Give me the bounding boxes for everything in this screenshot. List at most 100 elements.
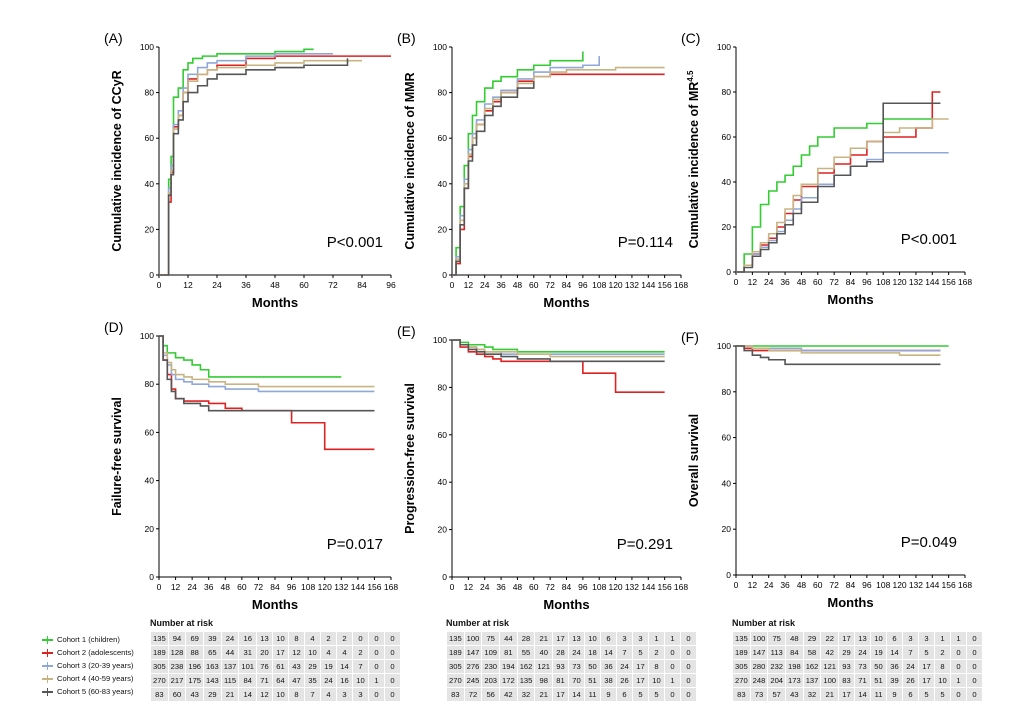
x-tick-label: 84 — [562, 582, 572, 592]
risk-cell: 0 — [665, 646, 681, 659]
x-tick-label: 12 — [464, 280, 474, 290]
x-axis-label: Months — [543, 295, 589, 310]
x-tick-label: 72 — [829, 277, 839, 287]
p-value: P<0.001 — [901, 231, 957, 248]
x-tick-label: 120 — [892, 277, 906, 287]
legend-swatch-icon — [42, 687, 53, 696]
risk-row: 305 276 230 194 162 121 93 73 50 36 24 17 8 0 0 — [447, 660, 697, 673]
risk-cell: 0 — [951, 646, 967, 659]
series-line — [159, 335, 375, 451]
risk-table-title: Number at risk — [732, 618, 796, 628]
risk-row: 270 248 204 173 137 100 83 71 51 39 26 17 10 1 0 — [733, 674, 983, 687]
x-tick-label: 0 — [157, 280, 162, 290]
x-tick-label: 84 — [846, 580, 856, 590]
x-tick-label: 144 — [925, 277, 939, 287]
series-line — [159, 53, 333, 276]
y-tick-label: 0 — [149, 572, 154, 582]
risk-cell: 7 — [305, 688, 321, 701]
risk-cell: 17 — [919, 660, 935, 673]
x-tick-label: 156 — [367, 582, 381, 592]
risk-cell: 10 — [305, 646, 321, 659]
risk-cell: 16 — [239, 632, 257, 645]
legend-item: Cohort 1 (children) — [42, 633, 134, 646]
risk-cell: 6 — [903, 688, 919, 701]
risk-cell: 189 — [733, 646, 750, 659]
x-tick-label: 168 — [958, 277, 972, 287]
risk-cell: 9 — [601, 688, 617, 701]
legend-label: Cohort 1 (children) — [57, 635, 120, 644]
risk-cell: 40 — [535, 646, 553, 659]
risk-cell: 14 — [887, 646, 903, 659]
p-value: P=0.114 — [618, 234, 673, 251]
x-tick-label: 48 — [797, 277, 807, 287]
x-tick-label: 12 — [171, 582, 181, 592]
x-tick-label: 144 — [925, 580, 939, 590]
risk-table-grid: 135 100 75 44 28 21 17 13 10 6 3 3 1 1 0 189 147 109 81 55 4… — [446, 631, 697, 702]
y-tick-label: 40 — [438, 477, 448, 487]
risk-cell: 0 — [951, 660, 967, 673]
x-tick-label: 24 — [187, 582, 197, 592]
y-axis-label: Cumulative incidence of MMR — [403, 72, 417, 249]
risk-cell: 0 — [369, 688, 385, 701]
y-tick-label: 0 — [149, 270, 154, 280]
risk-cell: 26 — [617, 674, 633, 687]
panel-label: (A) — [104, 30, 123, 46]
risk-cell: 0 — [385, 660, 401, 673]
risk-cell: 2 — [935, 646, 951, 659]
series-line — [159, 58, 349, 276]
y-tick-label: 20 — [722, 222, 732, 232]
risk-cell: 9 — [887, 688, 903, 701]
risk-cell: 76 — [257, 660, 273, 673]
risk-cell: 100 — [750, 632, 768, 645]
x-tick-label: 24 — [480, 280, 490, 290]
x-tick-label: 48 — [513, 280, 523, 290]
x-axis-label: Months — [252, 597, 298, 612]
risk-cell: 93 — [553, 660, 569, 673]
y-tick-label: 0 — [726, 570, 731, 580]
panel-label: (D) — [104, 319, 123, 335]
y-axis-label: Progression-free survival — [403, 383, 417, 534]
y-tick-label: 80 — [438, 382, 448, 392]
risk-cell: 21 — [821, 688, 839, 701]
x-tick-label: 84 — [357, 280, 367, 290]
y-tick-label: 60 — [722, 433, 732, 443]
risk-cell: 0 — [353, 632, 369, 645]
x-tick-label: 168 — [674, 582, 688, 592]
risk-cell: 6 — [617, 688, 633, 701]
y-tick-label: 60 — [438, 430, 448, 440]
x-tick-label: 144 — [641, 582, 655, 592]
risk-cell: 0 — [681, 632, 697, 645]
y-tick-label: 40 — [145, 179, 155, 189]
risk-row: 83 72 56 42 32 21 17 14 11 9 6 5 5 0 0 — [447, 688, 697, 701]
x-tick-label: 60 — [299, 280, 309, 290]
series-line — [159, 335, 375, 393]
risk-row: 83 60 43 29 21 14 12 10 8 7 4 3 3 0 0 — [151, 688, 401, 701]
risk-cell: 48 — [786, 632, 803, 645]
risk-cell: 26 — [903, 674, 919, 687]
risk-row: 270 217 175 143 115 84 71 64 47 35 24 16 10 1 0 — [151, 674, 401, 687]
risk-cell: 31 — [239, 646, 257, 659]
x-tick-label: 12 — [748, 277, 758, 287]
x-tick-label: 48 — [221, 582, 231, 592]
risk-table-grid: 135 100 75 48 29 22 17 13 10 6 3 3 1 1 0 189 147 113 84 58 4… — [732, 631, 983, 702]
y-tick-label: 40 — [438, 179, 448, 189]
risk-cell: 43 — [186, 688, 204, 701]
risk-cell: 14 — [855, 688, 871, 701]
panel-label: (B) — [397, 30, 416, 46]
risk-row: 83 73 57 43 32 21 17 14 11 9 6 5 5 0 0 — [733, 688, 983, 701]
risk-cell: 1 — [649, 632, 665, 645]
risk-cell: 217 — [168, 674, 186, 687]
risk-cell: 8 — [935, 660, 951, 673]
y-tick-label: 40 — [722, 177, 732, 187]
x-tick-label: 108 — [592, 280, 606, 290]
risk-cell: 8 — [289, 632, 305, 645]
risk-cell: 0 — [681, 688, 697, 701]
risk-cell: 6 — [601, 632, 617, 645]
x-tick-label: 168 — [384, 582, 398, 592]
x-tick-label: 48 — [513, 582, 523, 592]
risk-cell: 64 — [273, 674, 289, 687]
chart-panel: 0 20 40 60 80 100 0 12 24 36 48 60 72 84 96 108 120 132 14… — [397, 30, 688, 310]
risk-cell: 135 — [733, 632, 750, 645]
risk-cell: 18 — [585, 646, 601, 659]
x-tick-label: 96 — [578, 582, 588, 592]
